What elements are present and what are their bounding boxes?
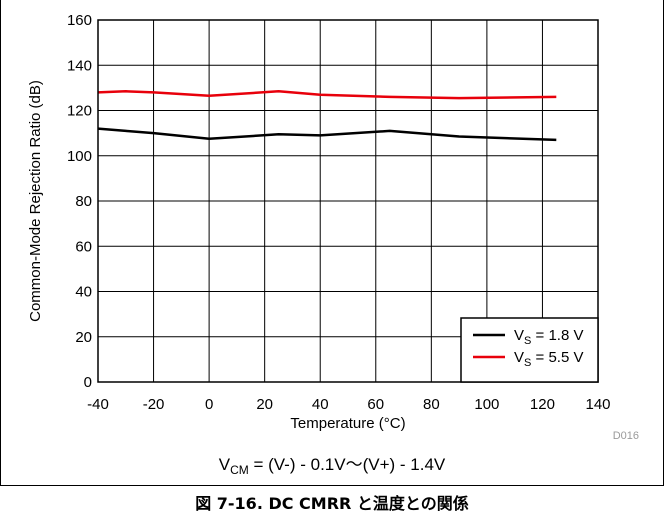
y-tick-label: 100 xyxy=(67,148,92,165)
x-tick-label: -40 xyxy=(87,396,109,413)
x-tick-label: 0 xyxy=(205,396,213,413)
cmrr-temperature-chart: -40 -20 0 20 40 60 80 100 120 140 0 20 40 60 80 100 120 1… xyxy=(27,12,639,442)
y-tick-label: 40 xyxy=(75,284,92,301)
y-tick-label: 0 xyxy=(84,374,92,391)
common-mode-voltage-condition: VCM = (V-) - 0.1V～(V+) - 1.4V xyxy=(0,455,664,477)
y-tick-label: 160 xyxy=(67,12,92,29)
x-tick-label: 40 xyxy=(312,396,329,413)
series-layer xyxy=(97,90,557,142)
x-tick-label: 20 xyxy=(256,396,273,413)
y-tick-label: 80 xyxy=(75,193,92,210)
formula-v: V xyxy=(218,455,231,474)
plot-frame xyxy=(97,19,599,383)
series-line-2 xyxy=(97,90,557,100)
series-line-1 xyxy=(97,127,557,142)
x-tick-label: 140 xyxy=(585,396,610,413)
x-tick-label: 60 xyxy=(367,396,384,413)
y-tick-label: 120 xyxy=(67,103,92,120)
x-axis-title: Temperature (°C) xyxy=(290,415,405,432)
x-tick-label: 120 xyxy=(530,396,555,413)
legend-label-2: VS = 5.5 V xyxy=(514,349,583,369)
y-axis-title: Common-Mode Rejection Ratio (dB) xyxy=(27,80,44,322)
y-tick-label: 60 xyxy=(75,238,92,255)
formula-subscript: CM xyxy=(230,463,249,477)
x-tick-label: 80 xyxy=(423,396,440,413)
legend-box xyxy=(460,317,599,383)
figure-code-label: D016 xyxy=(613,430,639,442)
legend: VS = 1.8 VVS = 5.5 V xyxy=(460,317,599,383)
legend-label-1: VS = 1.8 V xyxy=(514,327,583,347)
y-tick-label: 20 xyxy=(75,329,92,346)
tick-labels: -40 -20 0 20 40 60 80 100 120 140 0 20 40 60 80 100 120 1… xyxy=(67,12,611,413)
x-tick-label: -20 xyxy=(143,396,165,413)
formula-rest: = (V-) - 0.1V～(V+) - 1.4V xyxy=(248,455,446,474)
y-tick-label: 140 xyxy=(67,57,92,74)
x-tick-label: 100 xyxy=(474,396,499,413)
figure-caption: 図 7-16. DC CMRR と温度との関係 xyxy=(195,494,469,513)
